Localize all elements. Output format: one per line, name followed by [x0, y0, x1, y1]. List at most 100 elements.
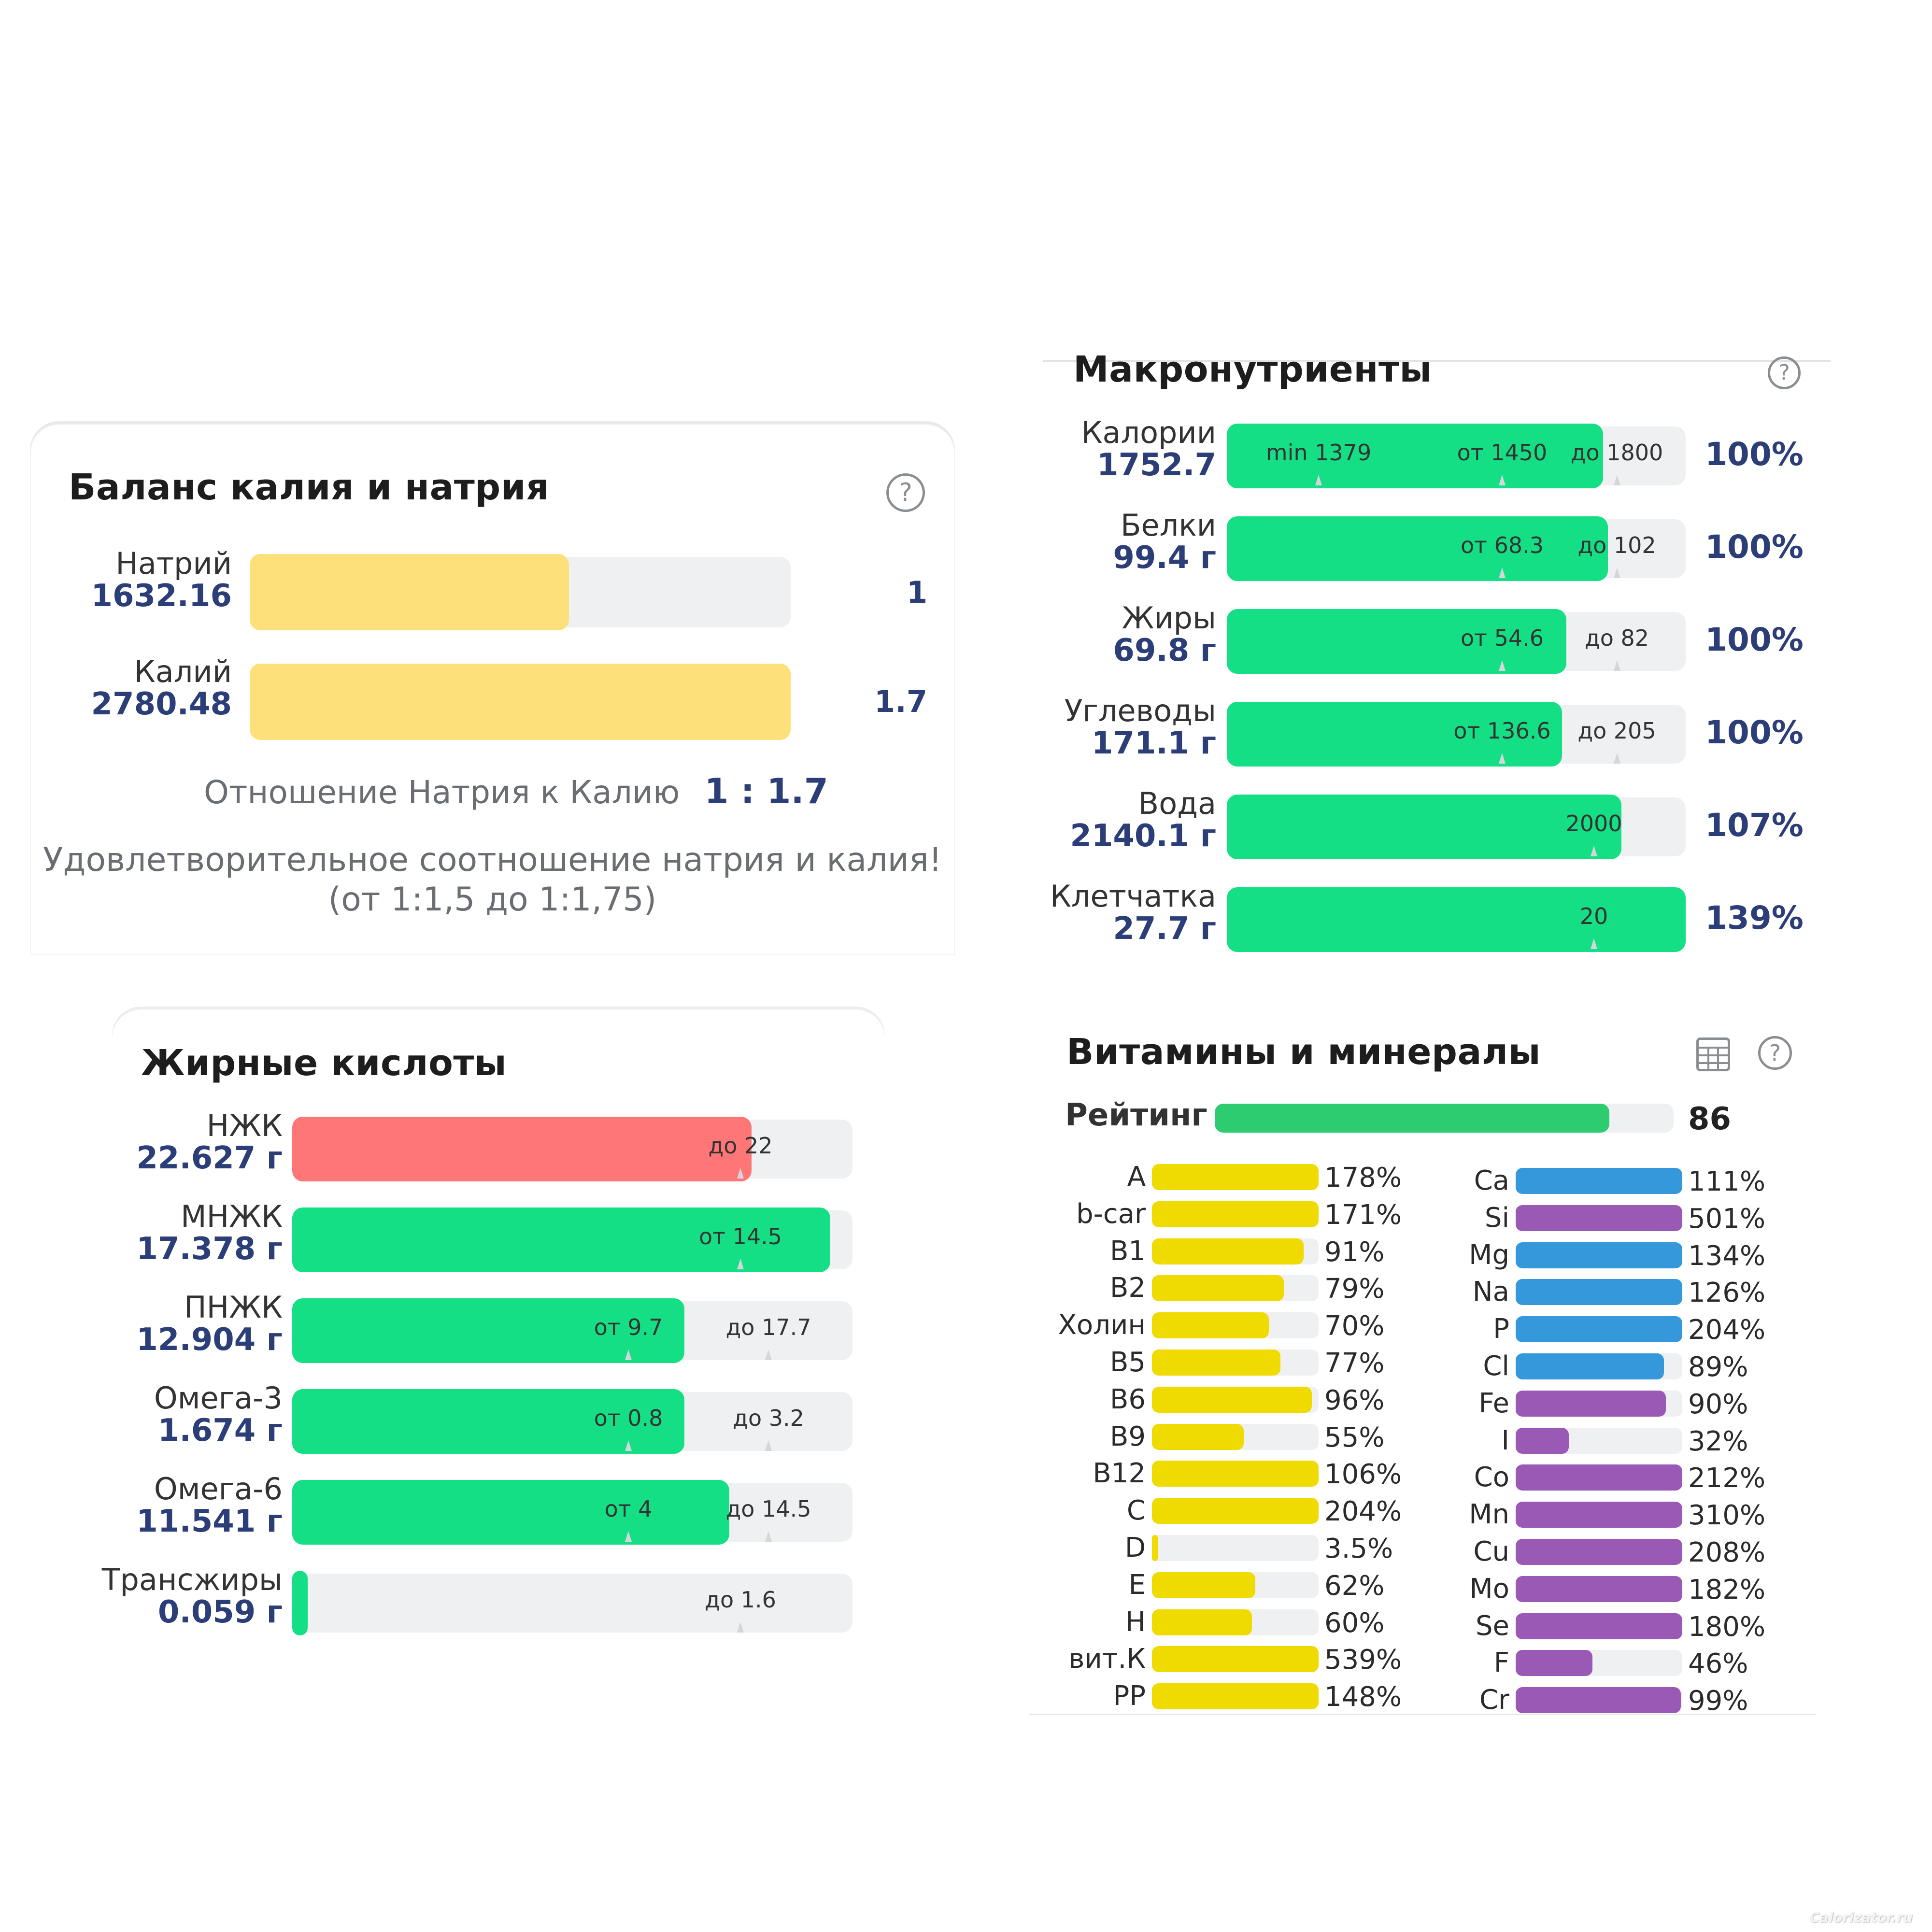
percent-value: 208%: [1688, 1537, 1766, 1568]
range-marker-tick: [1499, 753, 1506, 764]
percent-value: 91%: [1324, 1236, 1385, 1268]
percent-value: 46%: [1688, 1648, 1748, 1680]
nutrient-name: H: [1125, 1606, 1146, 1638]
nutrient-name: C: [1126, 1495, 1146, 1527]
range-bar-fill: [1227, 424, 1603, 488]
question-circle-icon[interactable]: ?: [886, 473, 925, 512]
nutrient-bar: [1152, 1572, 1319, 1598]
range-marker-tick: [1499, 660, 1506, 671]
macros-title: Макронутриенты: [1073, 349, 1432, 390]
range-bar: от 54.6 до 82: [1227, 609, 1686, 674]
range-marker-tick: [625, 1531, 632, 1542]
nutrient-value: 27.7 г: [1113, 911, 1216, 947]
nutrient-name: Cl: [1483, 1350, 1509, 1382]
nutrient-value: 99.4 г: [1113, 540, 1216, 576]
nutrient-bar-fill: [1152, 1572, 1255, 1598]
potassium-bar: [250, 664, 791, 740]
question-circle-icon[interactable]: ?: [1758, 1036, 1792, 1070]
range-marker-tick: [1591, 846, 1597, 856]
rating-bar-fill: [1215, 1104, 1609, 1133]
percent-value: 171%: [1324, 1199, 1402, 1231]
percent-value: 148%: [1324, 1681, 1402, 1713]
range-marker-tick: [1613, 660, 1620, 671]
percent-value: 106%: [1324, 1459, 1402, 1491]
range-bar: 2000: [1227, 795, 1686, 859]
range-marker-label: от 0.8: [594, 1405, 663, 1431]
nutrient-label: Вода 2140.1 г: [975, 789, 1216, 852]
percent-value: 126%: [1688, 1277, 1766, 1309]
table-grid-icon[interactable]: [1696, 1037, 1730, 1071]
nutrient-bar: [1152, 1683, 1319, 1710]
range-marker-tick: [1613, 568, 1620, 578]
range-bar: до 1.6: [292, 1571, 852, 1635]
nutrient-name: ПНЖК: [184, 1290, 283, 1325]
range-marker-tick: [1613, 475, 1620, 485]
nutrient-name: Белки: [1120, 508, 1216, 543]
nutrient-name: Углеводы: [1064, 693, 1216, 728]
nutrient-bar-fill: [1152, 1201, 1319, 1227]
range-marker-label: от 1450: [1457, 440, 1548, 466]
sodium-bar: [250, 554, 791, 630]
nutrient-name: Трансжиры: [101, 1562, 283, 1597]
nutrient-bar: [1152, 1535, 1319, 1561]
nutrient-name: b-car: [1076, 1198, 1146, 1230]
fatty-acids-title: Жирные кислоты: [141, 1042, 507, 1084]
range-marker-label: 20: [1579, 903, 1608, 929]
nutrient-bar-fill: [1516, 1316, 1682, 1343]
percent-value: 310%: [1688, 1500, 1766, 1532]
verdict-range: (от 1:1,5 до 1:1,75): [328, 880, 657, 919]
nutrient-bar: [1152, 1238, 1319, 1264]
range-marker-tick: [625, 1350, 632, 1360]
nutrient-bar: [1152, 1646, 1319, 1673]
nutrient-bar: [1152, 1609, 1319, 1635]
nutrient-bar-fill: [1516, 1576, 1682, 1602]
nutrient-value: 171.1 г: [1091, 725, 1216, 761]
range-marker-label: от 9.7: [594, 1314, 663, 1340]
percent-value: 32%: [1688, 1425, 1748, 1457]
sodium-label: Натрий 1632.16: [49, 549, 232, 612]
rating-bar: [1215, 1104, 1674, 1133]
nutrient-name: B1: [1109, 1235, 1146, 1267]
range-marker-label: 2000: [1565, 810, 1622, 837]
percent-value: 134%: [1688, 1240, 1766, 1272]
question-circle-icon[interactable]: ?: [1768, 356, 1801, 389]
nutrient-name: МНЖК: [181, 1199, 283, 1234]
percent-value: 182%: [1688, 1574, 1766, 1605]
nutrient-name: B6: [1109, 1383, 1146, 1415]
nutrient-label: ПНЖК 12.904 г: [41, 1290, 283, 1356]
nutrient-name: D: [1124, 1532, 1146, 1563]
nutrient-label: НЖК 22.627 г: [41, 1111, 283, 1174]
nutrient-name: B12: [1093, 1458, 1146, 1490]
nutrient-name: P: [1493, 1313, 1509, 1345]
percent-value: 70%: [1324, 1310, 1385, 1342]
range-bar: min 1379 от 1450 до 1800: [1227, 424, 1686, 488]
card-divider: [1043, 360, 1831, 362]
percent-value: 79%: [1324, 1273, 1385, 1305]
percent-value: 139%: [1705, 899, 1804, 937]
nutrient-name: Холин: [1058, 1309, 1146, 1341]
range-marker-tick: [625, 1440, 632, 1451]
nutrient-bar-fill: [1152, 1646, 1319, 1673]
range-bar-fill: [292, 1298, 684, 1363]
percent-value: 100%: [1705, 714, 1804, 751]
nutrient-bar-fill: [1152, 1683, 1319, 1710]
percent-value: 100%: [1705, 436, 1804, 473]
percent-value: 178%: [1324, 1162, 1402, 1193]
range-marker-label: до 102: [1577, 532, 1656, 558]
nutrient-name: Mo: [1469, 1573, 1509, 1605]
nutrient-label: Жиры 69.8 г: [975, 603, 1216, 667]
percent-value: 204%: [1324, 1496, 1402, 1528]
range-marker-tick: [1499, 568, 1506, 578]
sodium-potassium-card: Баланс калия и натрия ? Натрий 1632.16 1…: [30, 424, 955, 955]
nutrient-bar: [1516, 1279, 1682, 1306]
potassium-ratio: 1.7: [874, 684, 927, 719]
percent-value: 77%: [1324, 1348, 1385, 1379]
range-marker-tick: [1315, 475, 1322, 485]
nutrient-bar: [1152, 1275, 1319, 1302]
nutrient-bar: [1516, 1353, 1682, 1379]
range-bar-fill: [1227, 516, 1608, 581]
nutrient-label: Углеводы 171.1 г: [975, 696, 1216, 759]
nutrient-label: Клетчатка 27.7 г: [975, 881, 1216, 947]
nutrient-bar-fill: [1516, 1613, 1682, 1639]
range-bar: от 68.3 до 102: [1227, 516, 1686, 581]
